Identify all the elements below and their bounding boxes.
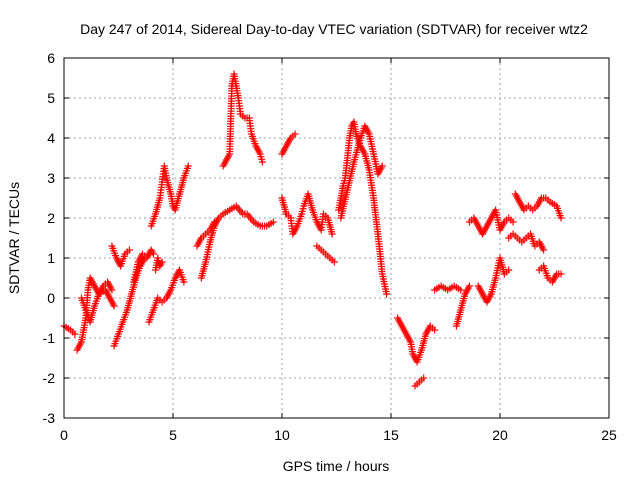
- y-tick-label: -2: [43, 370, 56, 386]
- data-point: [457, 286, 465, 294]
- x-tick-label: 10: [274, 427, 290, 443]
- series-sat-f: [130, 246, 157, 286]
- data-point: [125, 246, 133, 254]
- y-tick-label: 4: [47, 130, 55, 146]
- series-sat-k: [193, 218, 218, 250]
- chart-title: Day 247 of 2014, Sidereal Day-to-day VTE…: [80, 21, 588, 37]
- data-point: [158, 258, 166, 266]
- y-axis-ticks: -3 -2 -1 0 1 2 3 4 5 6: [43, 50, 609, 426]
- plot-frame: [63, 57, 610, 419]
- y-tick-label: 6: [47, 50, 55, 66]
- series-sat-g: [145, 266, 188, 326]
- series-sat-s: [411, 374, 428, 390]
- series-sat-p: [335, 118, 391, 298]
- x-tick-label: 25: [601, 427, 617, 443]
- series-sat-q: [337, 122, 386, 222]
- data-point: [557, 270, 565, 278]
- series-sat-l: [219, 70, 266, 170]
- x-tick-label: 15: [383, 427, 399, 443]
- data-point: [378, 162, 386, 170]
- series-sat-z: [535, 262, 565, 286]
- x-tick-label: 5: [169, 427, 177, 443]
- series-sat-w: [474, 254, 513, 306]
- data-point: [291, 130, 299, 138]
- data-point: [509, 218, 517, 226]
- series-sat-c: [77, 278, 116, 326]
- data-point: [383, 290, 391, 298]
- data-point: [465, 282, 473, 290]
- series-sat-r: [394, 314, 439, 366]
- series-sat-n: [278, 190, 336, 238]
- data-point: [420, 374, 428, 382]
- data-point: [330, 258, 338, 266]
- data-point: [184, 162, 192, 170]
- data-point: [110, 302, 118, 310]
- data-point: [505, 266, 513, 274]
- data-point: [258, 158, 266, 166]
- series-sat-j: [197, 202, 277, 282]
- series-sat-v: [465, 206, 517, 238]
- data-point: [328, 230, 336, 238]
- data-point: [269, 218, 277, 226]
- x-axis-ticks: 0 5 10 15 20 25: [60, 58, 617, 443]
- series-sat-t: [431, 282, 465, 294]
- data-point: [180, 278, 188, 286]
- series-sat-i: [147, 162, 192, 230]
- series-sat-h: [152, 254, 166, 274]
- series-sat-u: [452, 282, 473, 330]
- y-axis-label: SDTVAR / TECUs: [6, 182, 22, 294]
- series-sat-d: [110, 254, 149, 350]
- series-sat-y: [511, 190, 565, 222]
- y-tick-label: 3: [47, 170, 55, 186]
- data-point: [71, 330, 79, 338]
- y-tick-label: 5: [47, 90, 55, 106]
- y-tick-label: 0: [47, 290, 55, 306]
- x-tick-label: 20: [492, 427, 508, 443]
- data-point: [149, 250, 157, 258]
- series-sat-e: [108, 242, 133, 270]
- data-marks: [60, 70, 565, 390]
- y-tick-label: 2: [47, 210, 55, 226]
- x-tick-label: 0: [60, 427, 68, 443]
- series-sat-x: [505, 230, 548, 254]
- y-tick-label: -3: [43, 410, 56, 426]
- series-sat-m: [278, 130, 299, 158]
- y-tick-label: 1: [47, 250, 55, 266]
- data-point: [108, 286, 116, 294]
- data-point: [540, 246, 548, 254]
- data-point: [557, 214, 565, 222]
- y-tick-label: -1: [43, 330, 56, 346]
- series-sat-o: [313, 242, 338, 266]
- data-point: [210, 218, 218, 226]
- x-axis-label: GPS time / hours: [283, 458, 390, 474]
- series-sat-a: [60, 322, 79, 338]
- data-point: [431, 326, 439, 334]
